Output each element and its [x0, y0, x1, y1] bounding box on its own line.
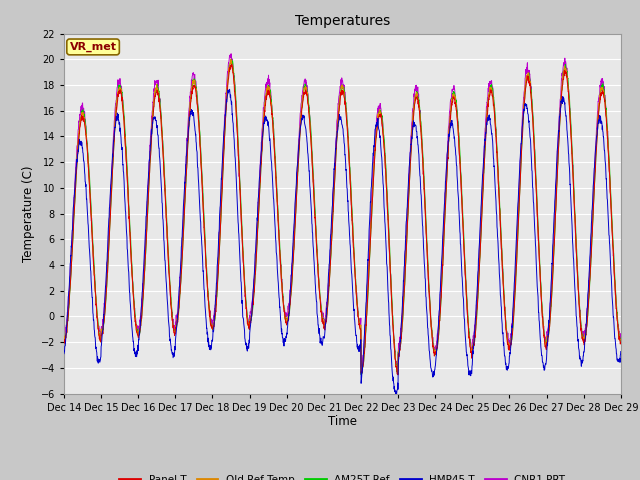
AM25T Ref: [227, 57, 235, 62]
CNR1 PRT: [584, 301, 591, 307]
Panel T: [359, 364, 367, 370]
CNR1 PRT: [505, 342, 513, 348]
Old Ref Temp: [394, 371, 401, 376]
Panel T: [60, 337, 68, 343]
CNR1 PRT: [617, 331, 625, 336]
AM25T Ref: [357, 372, 365, 378]
HMP45 T: [359, 362, 367, 368]
Y-axis label: Temperature (C): Temperature (C): [22, 165, 35, 262]
AM25T Ref: [359, 364, 367, 370]
Panel T: [228, 61, 236, 67]
Line: Panel T: Panel T: [64, 64, 621, 375]
Text: VR_met: VR_met: [70, 42, 116, 52]
Old Ref Temp: [216, 242, 223, 248]
CNR1 PRT: [216, 229, 223, 235]
Old Ref Temp: [568, 151, 576, 157]
Line: Old Ref Temp: Old Ref Temp: [64, 59, 621, 373]
AM25T Ref: [617, 338, 625, 344]
Panel T: [617, 339, 625, 345]
Old Ref Temp: [584, 309, 591, 314]
HMP45 T: [584, 302, 591, 308]
Legend: Panel T, Old Ref Temp, AM25T Ref, HMP45 T, CNR1 PRT: Panel T, Old Ref Temp, AM25T Ref, HMP45 …: [115, 471, 570, 480]
Old Ref Temp: [359, 361, 367, 367]
Panel T: [394, 372, 402, 378]
HMP45 T: [568, 223, 576, 228]
HMP45 T: [617, 348, 625, 354]
CNR1 PRT: [60, 332, 68, 337]
AM25T Ref: [216, 250, 223, 256]
CNR1 PRT: [568, 151, 576, 156]
AM25T Ref: [60, 336, 68, 341]
HMP45 T: [371, 134, 379, 140]
Old Ref Temp: [505, 340, 513, 346]
Line: AM25T Ref: AM25T Ref: [64, 60, 621, 375]
CNR1 PRT: [371, 136, 379, 142]
HMP45 T: [216, 226, 223, 232]
Panel T: [371, 153, 379, 158]
Old Ref Temp: [371, 148, 379, 154]
Title: Temperatures: Temperatures: [295, 14, 390, 28]
CNR1 PRT: [359, 355, 367, 361]
AM25T Ref: [584, 315, 591, 321]
Panel T: [216, 251, 223, 256]
Panel T: [584, 313, 591, 319]
Line: CNR1 PRT: CNR1 PRT: [64, 54, 621, 370]
Old Ref Temp: [60, 337, 68, 343]
CNR1 PRT: [394, 367, 401, 373]
CNR1 PRT: [227, 51, 235, 57]
Old Ref Temp: [227, 56, 234, 62]
HMP45 T: [226, 86, 234, 92]
AM25T Ref: [371, 150, 379, 156]
HMP45 T: [392, 393, 399, 399]
X-axis label: Time: Time: [328, 415, 357, 429]
Panel T: [505, 345, 513, 351]
Panel T: [568, 153, 576, 159]
HMP45 T: [60, 351, 68, 357]
AM25T Ref: [505, 342, 513, 348]
HMP45 T: [505, 363, 513, 369]
AM25T Ref: [568, 145, 576, 151]
Line: HMP45 T: HMP45 T: [64, 89, 621, 396]
Old Ref Temp: [617, 337, 625, 343]
